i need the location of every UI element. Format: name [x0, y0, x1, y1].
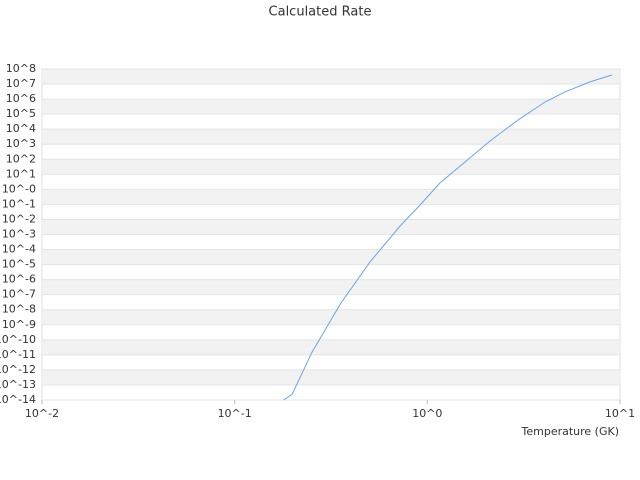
y-tick-label: 10^8 — [6, 62, 36, 75]
y-tick-label: 10^-10 — [0, 333, 36, 346]
chart-title: Calculated Rate — [269, 5, 372, 20]
y-tick-label: 10^-4 — [2, 243, 36, 256]
x-tick-label: 10^0 — [412, 407, 442, 420]
y-tick-label: 10^-7 — [2, 288, 36, 301]
y-tick-label: 10^-1 — [2, 197, 36, 210]
x-tick-label: 10^-1 — [218, 407, 252, 420]
y-tick-label: 10^-5 — [2, 258, 36, 271]
x-tick-label: 10^-2 — [25, 407, 59, 420]
y-tick-label: 10^6 — [6, 92, 36, 105]
y-tick-label: 10^-2 — [2, 212, 36, 225]
grid-band — [42, 309, 620, 325]
y-tick-label: 10^-14 — [0, 393, 36, 406]
x-axis-label: Temperature (GK) — [521, 425, 620, 438]
y-tick-label: 10^-6 — [2, 273, 36, 286]
y-tick-label: 10^-3 — [2, 228, 36, 241]
grid-band — [42, 99, 620, 115]
y-tick-label: 10^-13 — [0, 378, 36, 391]
y-tick-label: 10^3 — [6, 137, 36, 150]
y-tick-label: 10^-8 — [2, 303, 36, 316]
y-tick-label: 10^-12 — [0, 363, 36, 376]
y-tick-label: 10^-11 — [0, 348, 36, 361]
grid-band — [42, 129, 620, 145]
grid-band — [42, 369, 620, 385]
y-tick-label: 10^-0 — [2, 182, 36, 195]
y-tick-label: 10^1 — [6, 167, 36, 180]
grid-band — [42, 69, 620, 85]
x-tick-label: 10^1 — [605, 407, 635, 420]
grid-band — [42, 249, 620, 265]
y-tick-label: 10^-9 — [2, 318, 36, 331]
y-tick-label: 10^5 — [6, 107, 36, 120]
grid-band — [42, 219, 620, 235]
grid-band — [42, 339, 620, 355]
grid-band — [42, 159, 620, 175]
grid-bands — [41, 68, 621, 401]
y-tick-label: 10^2 — [6, 152, 36, 165]
y-tick-label: 10^4 — [6, 122, 36, 135]
grid-band — [42, 279, 620, 295]
y-tick-label: 10^7 — [6, 77, 36, 90]
data-line — [283, 74, 613, 401]
grid-band — [42, 189, 620, 205]
